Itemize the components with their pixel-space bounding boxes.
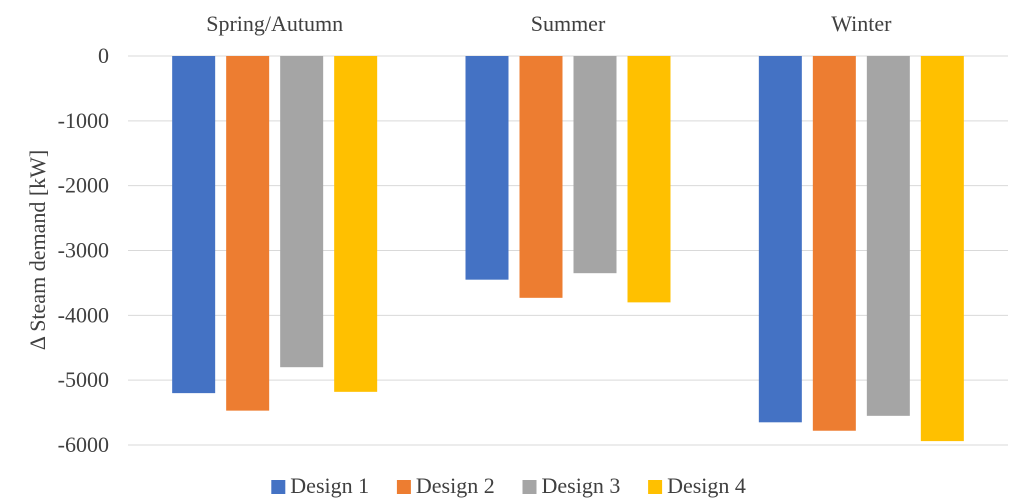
y-tick-label: 0 <box>98 43 109 68</box>
gridlines <box>128 55 1008 446</box>
legend-swatch <box>522 480 537 494</box>
legend-swatch <box>271 480 286 494</box>
y-axis-label: Δ Steam demand [kW] <box>25 150 50 350</box>
bar-design-1 <box>172 56 216 394</box>
bar-design-4 <box>920 56 964 442</box>
bar-design-3 <box>573 56 617 274</box>
y-tick-label: -6000 <box>58 432 109 457</box>
y-tick-label: -5000 <box>58 367 109 392</box>
legend: Design 1 Design 2 Design 3 Design 4 <box>271 473 746 498</box>
bar-design-2 <box>519 56 563 298</box>
bar-design-4 <box>627 56 671 303</box>
y-tick-label: -2000 <box>58 173 109 198</box>
bar-design-2 <box>812 56 856 431</box>
y-tick-label: -1000 <box>58 108 109 133</box>
y-tick-label: -4000 <box>58 302 109 327</box>
bar-design-1 <box>465 56 509 280</box>
category-label: Summer <box>531 11 606 36</box>
bar-design-3 <box>866 56 910 416</box>
bar-design-3 <box>280 56 324 368</box>
legend-label: Design 1 <box>290 473 369 498</box>
y-tick-label: -3000 <box>58 238 109 263</box>
y-axis-ticks: 0 -1000 -2000 -3000 -4000 -5000 -6000 <box>58 43 109 457</box>
bar-design-2 <box>226 56 270 411</box>
legend-swatch <box>396 480 411 494</box>
category-label: Winter <box>831 11 892 36</box>
bars <box>172 56 964 442</box>
bar-design-4 <box>334 56 378 392</box>
legend-label: Design 2 <box>416 473 495 498</box>
bar-design-1 <box>758 56 802 423</box>
legend-label: Design 4 <box>667 473 746 498</box>
category-labels: Spring/Autumn Summer Winter <box>206 11 892 36</box>
legend-label: Design 3 <box>542 473 621 498</box>
legend-swatch <box>648 480 663 494</box>
category-label: Spring/Autumn <box>206 11 343 36</box>
